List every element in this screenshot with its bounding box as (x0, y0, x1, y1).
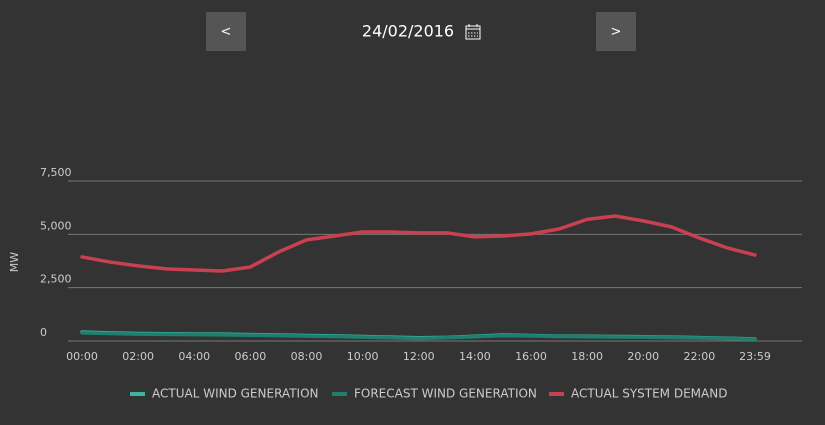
series-line (80, 331, 757, 342)
calendar-icon[interactable] (465, 24, 481, 40)
x-tick-label: 23:59 (739, 350, 771, 363)
y-tick-label: 2,500 (40, 273, 72, 286)
x-tick-label: 14:00 (459, 350, 491, 363)
x-tick-label: 08:00 (291, 350, 323, 363)
y-tick-label: 0 (40, 326, 47, 339)
prev-label[interactable]: < (221, 25, 232, 40)
x-tick-label: 00:00 (66, 350, 98, 363)
y-axis-label: MW (8, 252, 21, 272)
prev-button[interactable] (206, 12, 246, 51)
x-tick-label: 20:00 (627, 350, 659, 363)
series-line (80, 214, 757, 273)
next-label[interactable]: > (611, 25, 622, 40)
x-tick-label: 22:00 (684, 350, 716, 363)
x-tick-label: 06:00 (235, 350, 267, 363)
x-tick-label: 16:00 (515, 350, 547, 363)
x-tick-label: 04:00 (178, 350, 210, 363)
x-tick-label: 18:00 (571, 350, 603, 363)
y-tick-label: 7,500 (40, 166, 72, 179)
x-tick-label: 10:00 (347, 350, 379, 363)
date-label[interactable]: 24/02/2016 (362, 22, 454, 41)
legend-label: ACTUAL WIND GENERATION (152, 387, 319, 401)
legend-label: ACTUAL SYSTEM DEMAND (571, 387, 727, 401)
legend-label: FORECAST WIND GENERATION (354, 387, 537, 401)
next-button[interactable] (596, 12, 636, 51)
y-tick-label: 5,000 (40, 219, 72, 232)
x-tick-label: 02:00 (122, 350, 154, 363)
x-tick-label: 12:00 (403, 350, 435, 363)
